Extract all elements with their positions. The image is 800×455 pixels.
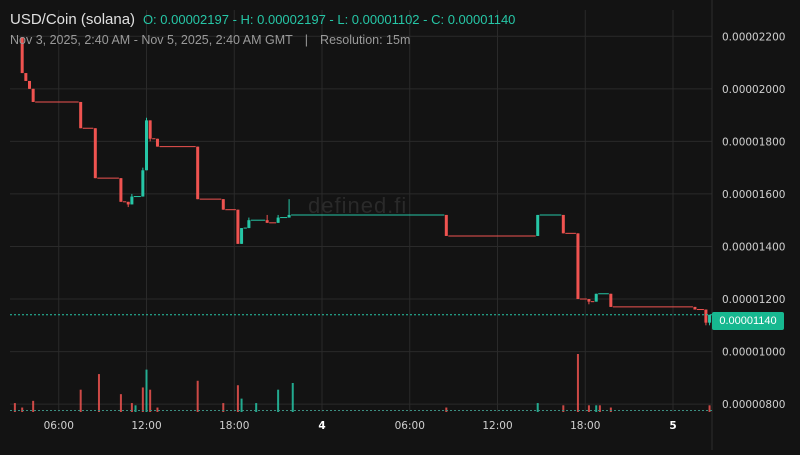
volume-bar: [291, 383, 294, 412]
x-axis-tick-label: 06:00: [395, 420, 425, 432]
volume-bar: [708, 405, 711, 412]
x-axis-tick-label: 06:00: [44, 420, 74, 432]
candle-body: [561, 214, 565, 234]
candle-body: [28, 80, 31, 89]
candle-body: [155, 138, 159, 147]
volume-bar: [97, 374, 100, 412]
candle-body: [126, 201, 130, 205]
candle-body: [587, 299, 591, 302]
y-axis-tick-label: 0.00002000: [722, 84, 785, 96]
x-axis-tick-label: 18:00: [219, 420, 249, 432]
x-axis-tick-label: 12:00: [482, 420, 512, 432]
candle-body: [594, 293, 598, 302]
candle-body: [287, 214, 291, 218]
candle-body: [276, 217, 280, 223]
volume-bar: [236, 385, 239, 412]
volume-bar: [445, 407, 448, 412]
ohlc-readout: O: 0.00002197 - H: 0.00002197 - L: 0.000…: [142, 12, 516, 27]
x-axis-tick-label: 4: [318, 420, 325, 432]
volume-bar: [240, 398, 243, 412]
candle-body: [444, 214, 448, 236]
volume-bar: [562, 405, 565, 412]
candle-body: [704, 309, 708, 323]
volume-bar: [196, 380, 199, 412]
candle-body: [79, 101, 83, 129]
candle-body: [240, 228, 244, 244]
volume-bar: [576, 354, 579, 412]
chart-header: USD/Coin (solana) O: 0.00002197 - H: 0.0…: [10, 11, 515, 28]
candle-body: [141, 170, 145, 197]
watermark: defined.fi: [308, 193, 408, 218]
y-axis-tick-label: 0.00001800: [722, 136, 785, 148]
x-axis-tick-label: 12:00: [131, 420, 161, 432]
candle-body: [20, 37, 24, 74]
y-axis-tick-label: 0.00002200: [722, 31, 785, 43]
volume-bar: [21, 407, 24, 412]
separator: |: [304, 33, 309, 47]
volume-bar: [255, 403, 258, 412]
chart-subheader: Nov 3, 2025, 2:40 AM - Nov 5, 2025, 2:40…: [10, 33, 410, 47]
candle-body: [130, 196, 134, 205]
candle-body: [145, 120, 148, 171]
volume-bar: [222, 403, 225, 412]
candle-body: [148, 120, 152, 139]
candle-body: [609, 293, 613, 307]
y-axis-tick-label: 0.00001200: [722, 294, 785, 306]
y-axis-tick-label: 0.00001000: [722, 347, 785, 359]
x-axis-tick-label: 5: [669, 420, 676, 432]
volume-bar: [277, 389, 280, 412]
volume-bar: [32, 400, 35, 412]
volume-bar: [145, 369, 148, 412]
volume-bar: [595, 405, 598, 412]
x-axis-tick-label: 18:00: [570, 420, 600, 432]
candle-body: [693, 306, 697, 310]
volume-bar: [149, 389, 152, 412]
volume-bar: [536, 403, 539, 412]
volume-bar: [119, 394, 122, 412]
candle-body: [576, 233, 580, 300]
candle-body: [247, 220, 251, 229]
date-range: Nov 3, 2025, 2:40 AM - Nov 5, 2025, 2:40…: [10, 33, 293, 47]
volume-bar: [134, 405, 137, 412]
y-axis-tick-label: 0.00001400: [722, 241, 785, 253]
candle-body: [31, 88, 35, 102]
candle-body: [536, 214, 540, 236]
candle-body: [236, 209, 240, 244]
volume-bar: [79, 389, 82, 412]
candle-body: [265, 220, 269, 223]
y-axis-tick-label: 0.00000800: [722, 399, 785, 411]
candle-body: [119, 178, 123, 202]
y-axis-tick-label: 0.00001600: [722, 189, 785, 201]
volume-bar: [587, 405, 590, 412]
candle-body: [708, 314, 712, 323]
volume-bar: [156, 407, 159, 412]
symbol-title: USD/Coin (solana): [10, 11, 136, 28]
candle-body: [196, 146, 200, 200]
last-price-tag: 0.00001140: [712, 312, 784, 330]
volume-bar: [141, 387, 144, 412]
candle-body: [221, 199, 225, 210]
resolution-label: Resolution: 15m: [320, 33, 411, 47]
candle-body: [24, 73, 28, 81]
volume-bar: [130, 403, 133, 412]
volume-bar: [598, 405, 601, 412]
volume-bar: [13, 403, 16, 412]
volume-bar: [609, 407, 612, 412]
candle-body: [93, 128, 97, 179]
